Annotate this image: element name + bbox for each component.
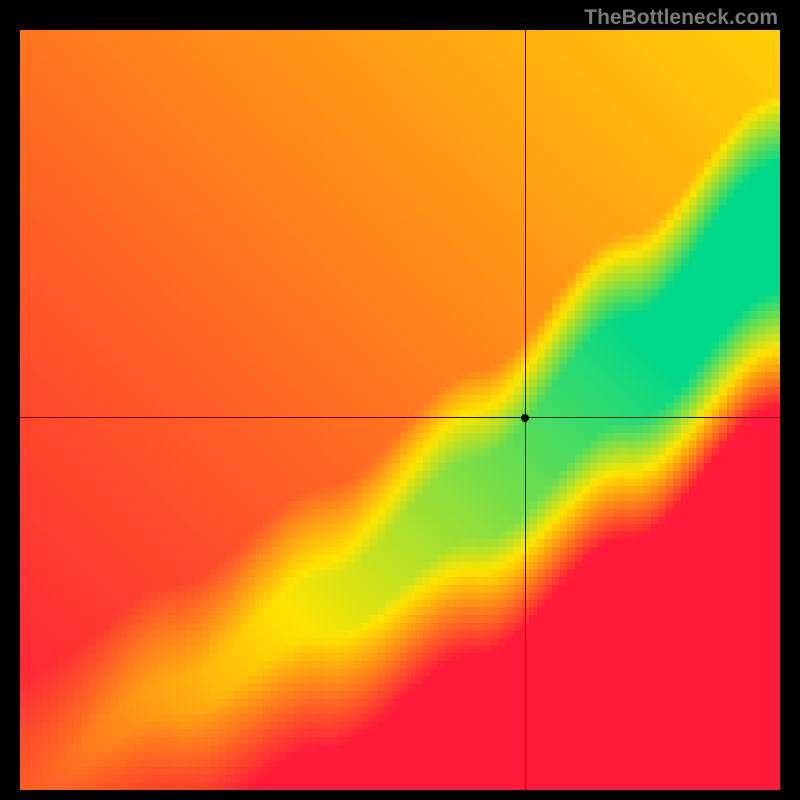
watermark-text: TheBottleneck.com bbox=[584, 6, 778, 30]
crosshair-horizontal bbox=[20, 417, 780, 418]
crosshair-marker bbox=[521, 414, 529, 422]
heatmap-plot bbox=[20, 30, 780, 790]
heatmap-canvas bbox=[20, 30, 780, 790]
crosshair-vertical bbox=[525, 30, 526, 790]
